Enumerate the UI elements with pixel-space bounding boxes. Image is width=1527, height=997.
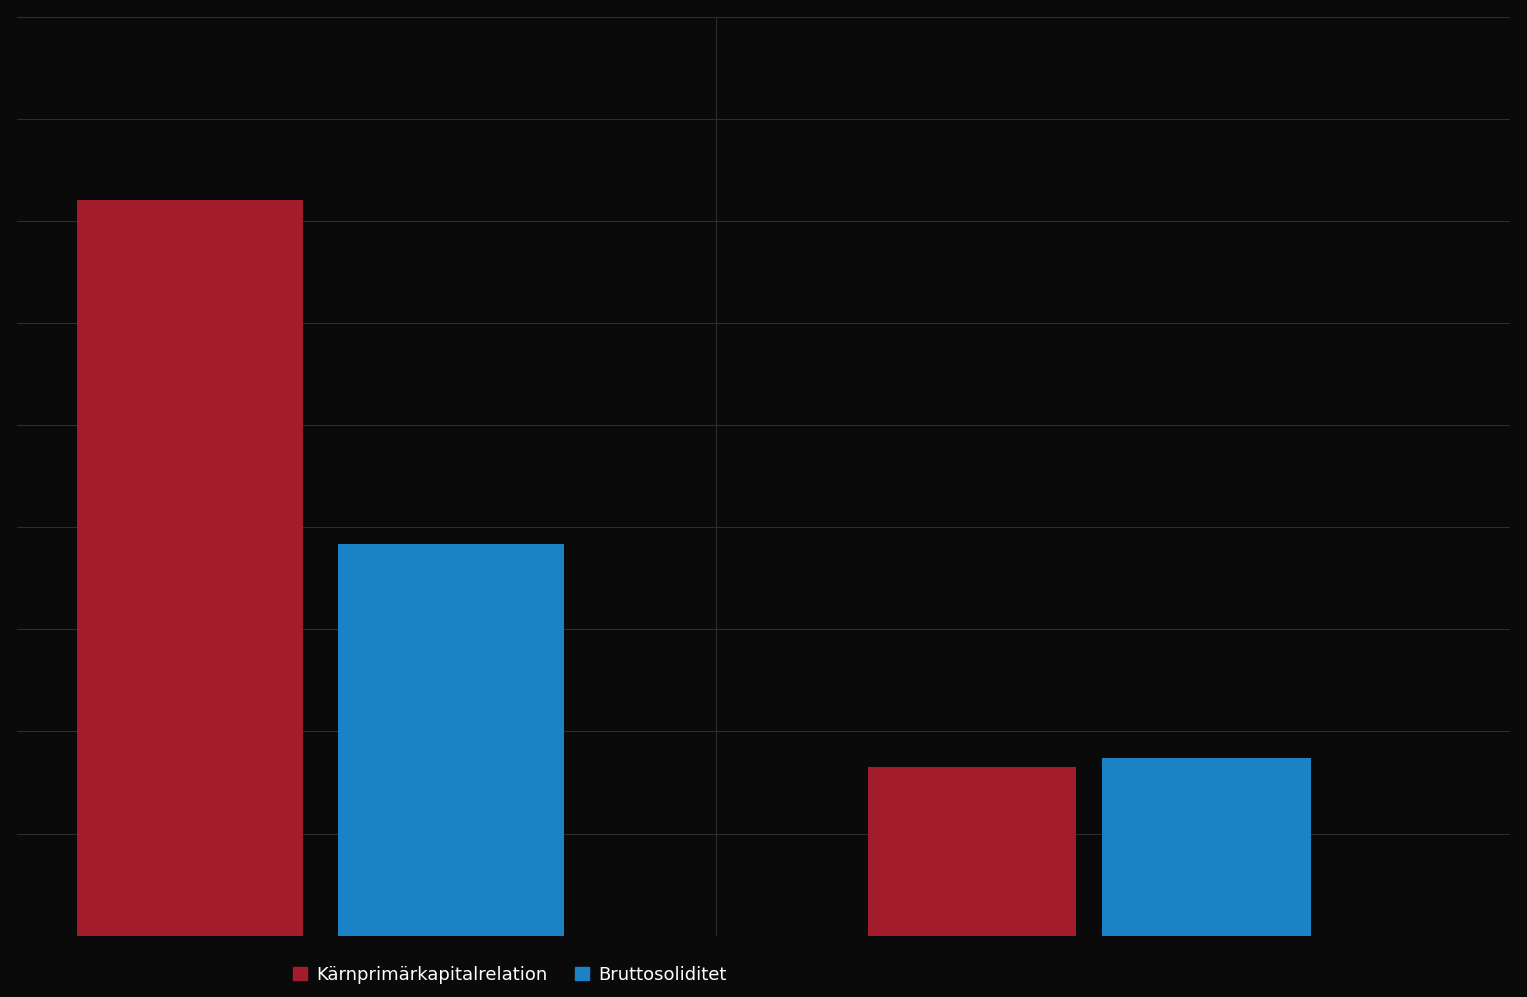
Bar: [337, 543, 563, 935]
Legend: Kärnprimärkapitalrelation, Bruttosoliditet: Kärnprimärkapitalrelation, Bruttosolidit…: [286, 958, 733, 991]
Bar: [1102, 758, 1310, 935]
Bar: [867, 767, 1077, 935]
Bar: [78, 200, 304, 935]
